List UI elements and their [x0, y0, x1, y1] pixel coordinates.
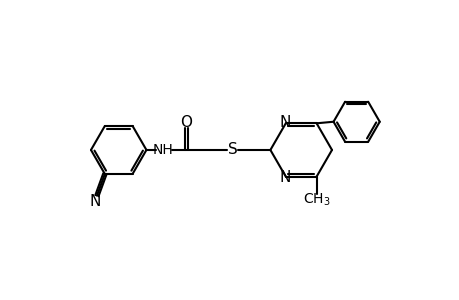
Text: S: S [227, 142, 237, 158]
Text: N: N [90, 194, 101, 209]
Text: CH$_3$: CH$_3$ [302, 191, 330, 208]
Text: O: O [180, 115, 192, 130]
Text: NH: NH [153, 143, 174, 157]
Text: N: N [279, 115, 290, 130]
Text: N: N [279, 170, 290, 185]
